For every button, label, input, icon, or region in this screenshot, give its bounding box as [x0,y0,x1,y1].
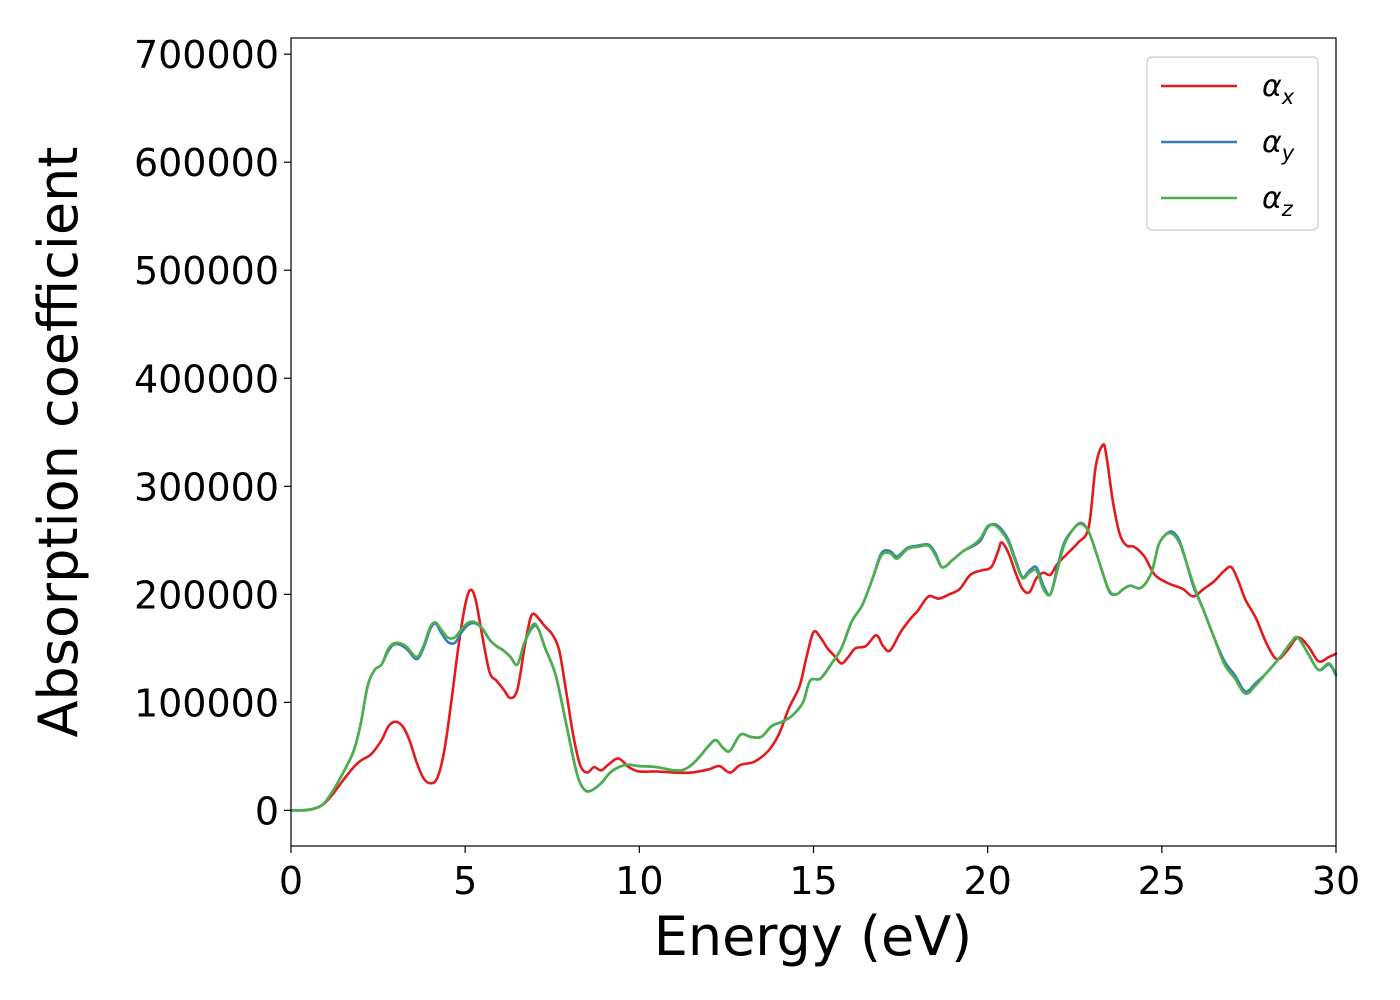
series-line-z [289,522,1338,812]
y-tick-label: 700000 [134,33,279,77]
x-axis-label: Energy (eV) [654,905,973,968]
series-lines [289,443,1338,812]
x-tick-label: 25 [1138,859,1186,903]
y-tick-label: 300000 [134,465,279,509]
x-tick-label: 15 [789,859,837,903]
y-tick-label: 0 [255,789,279,833]
x-tick-label: 0 [279,859,303,903]
y-tick-label: 500000 [134,249,279,293]
legend-label-z: αz [1262,181,1294,221]
legend: αx αy αz [1146,56,1319,231]
y-axis-label: Absorption coefficient [27,147,90,738]
y-tick-label: 400000 [134,357,279,401]
x-tick-label: 30 [1312,859,1360,903]
x-tick-label: 20 [963,859,1011,903]
y-axis-ticks: 0 100000 200000 300000 400000 500000 600000 700… [134,33,291,833]
x-tick-label: 10 [615,859,663,903]
legend-label-y: αy [1262,125,1295,165]
series-line-x [289,443,1338,812]
x-axis-ticks: 0 5 10 15 20 25 30 [279,846,1360,903]
legend-label-x: αx [1262,69,1295,109]
y-tick-label: 600000 [134,141,279,185]
legend-box [1146,56,1319,231]
x-tick-label: 5 [453,859,477,903]
y-tick-label: 200000 [134,573,279,617]
y-tick-label: 100000 [134,681,279,725]
